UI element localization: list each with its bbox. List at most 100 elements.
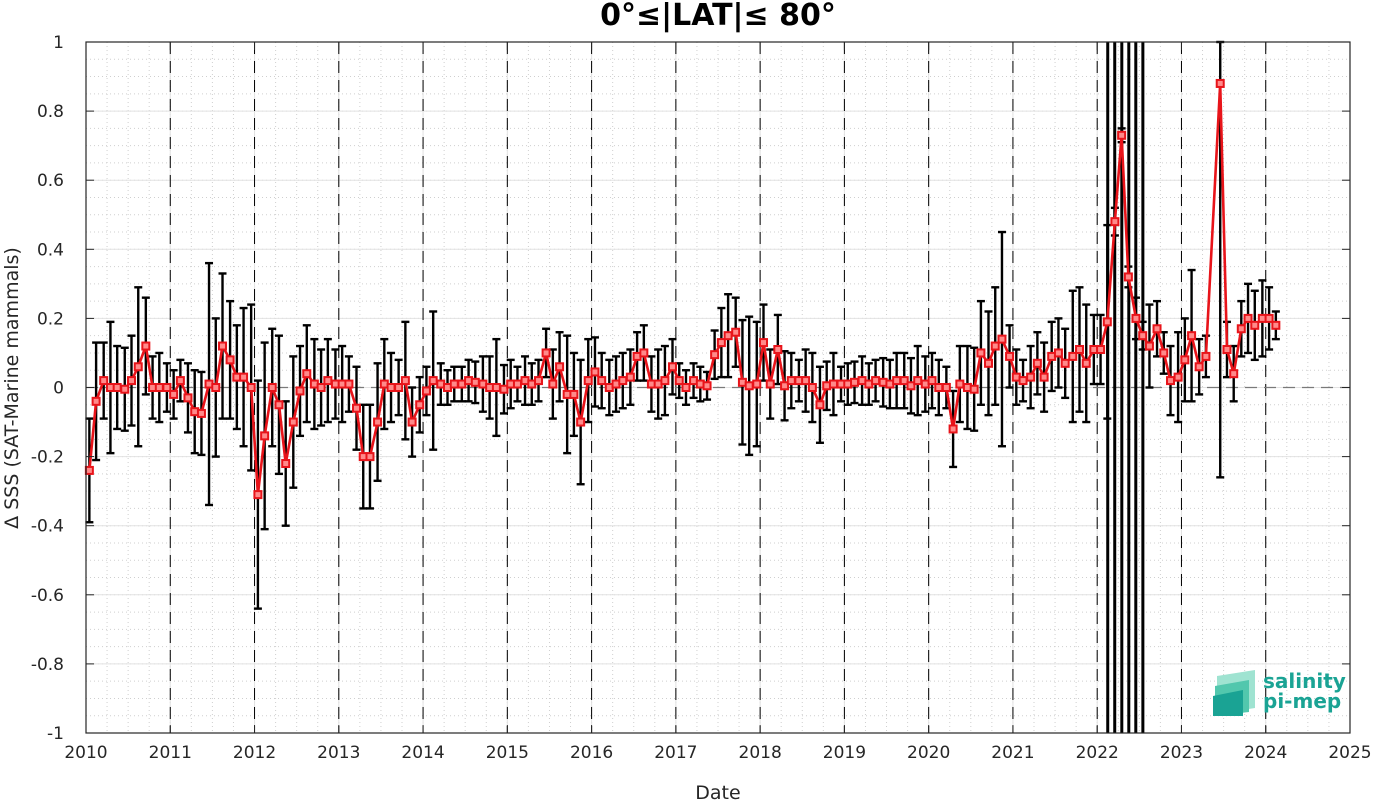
data-point-marker <box>997 334 1007 344</box>
x-tick-label: 2016 <box>570 743 613 763</box>
data-point-marker <box>625 372 635 382</box>
data-point-marker <box>731 327 741 337</box>
data-point-marker <box>850 377 860 387</box>
y-tick-label: 0.2 <box>37 309 64 329</box>
data-point-marker <box>1222 344 1232 354</box>
data-point-marker <box>274 400 284 410</box>
y-tick-label: -0.4 <box>31 517 64 537</box>
data-point-marker <box>1053 348 1063 358</box>
data-point-marker <box>1110 217 1120 227</box>
x-tick-label: 2011 <box>149 743 192 763</box>
data-point-marker <box>1187 331 1197 341</box>
data-point-marker <box>1123 272 1133 282</box>
axes-layer: 2010 2011 2012 2013 2014 2015 2016 2017 2018 2019… <box>31 33 1372 763</box>
x-tick-label: 2021 <box>991 743 1034 763</box>
data-point-marker <box>660 376 670 386</box>
data-point-marker <box>295 386 305 396</box>
data-point-marker <box>1250 320 1260 330</box>
data-point-marker <box>1102 317 1112 327</box>
data-point-marker <box>983 358 993 368</box>
y-tick-label: 0.4 <box>37 240 64 260</box>
x-tick-label: 2022 <box>1076 743 1119 763</box>
data-point-marker <box>428 376 438 386</box>
data-point-marker <box>1173 372 1183 382</box>
x-tick-label: 2019 <box>823 743 866 763</box>
x-tick-label: 2018 <box>739 743 782 763</box>
data-point-marker <box>1159 348 1169 358</box>
data-point-marker <box>1194 362 1204 372</box>
data-point-marker <box>415 400 425 410</box>
data-point-marker <box>91 396 101 406</box>
data-point-marker <box>218 341 228 351</box>
data-point-marker <box>1081 358 1091 368</box>
data-point-marker <box>512 379 522 389</box>
data-point-marker <box>175 376 185 386</box>
data-point-marker <box>1131 313 1141 323</box>
x-tick-label: 2024 <box>1244 743 1287 763</box>
logo-line2: pi-mep <box>1263 689 1341 713</box>
data-point-marker <box>976 348 986 358</box>
data-point-marker <box>1096 344 1106 354</box>
data-point-marker <box>394 383 404 392</box>
logo-mark-icon <box>1213 670 1255 716</box>
y-tick-label: -0.8 <box>31 655 64 675</box>
data-point-marker <box>927 376 937 386</box>
data-point-marker <box>84 465 94 475</box>
data-point-marker <box>555 362 565 372</box>
data-point-marker <box>955 379 965 389</box>
data-point-marker <box>1060 358 1070 368</box>
data-point-marker <box>1243 313 1253 323</box>
data-point-marker <box>133 362 143 372</box>
data-point-marker <box>906 381 916 391</box>
data-point-marker <box>1138 331 1148 341</box>
data-point-marker <box>583 376 593 386</box>
data-point-marker <box>674 376 684 386</box>
data-point-marker <box>1039 372 1049 382</box>
data-point-marker <box>183 393 193 403</box>
data-point-marker <box>373 417 383 427</box>
data-point-marker <box>1018 376 1028 386</box>
data-point-marker <box>541 348 551 358</box>
y-tick-label: -0.6 <box>31 586 64 606</box>
data-point-marker <box>899 376 909 386</box>
x-tick-label: 2023 <box>1160 743 1203 763</box>
data-point-marker <box>162 383 172 392</box>
data-point-marker <box>759 338 769 348</box>
data-point-marker <box>246 383 256 392</box>
data-point-marker <box>1180 355 1190 365</box>
data-point-marker <box>681 383 691 392</box>
data-point-marker <box>154 383 164 392</box>
data-point-marker <box>1229 369 1239 379</box>
x-tick-label: 2015 <box>486 743 529 763</box>
data-point-marker <box>871 376 881 386</box>
data-point-marker <box>1144 341 1154 351</box>
data-point-marker <box>744 381 754 391</box>
y-tick-label: 0.6 <box>37 171 64 191</box>
data-point-marker <box>400 376 410 386</box>
x-tick-label: 2020 <box>907 743 950 763</box>
data-point-marker <box>253 490 263 500</box>
y-tick-label: 0 <box>53 379 64 399</box>
x-tick-label: 2017 <box>654 743 697 763</box>
data-point-marker <box>351 403 361 413</box>
data-point-marker <box>801 376 811 386</box>
data-point-marker <box>260 431 270 441</box>
y-axis-label: Δ SSS (SAT-Marine mammals) <box>1 247 23 529</box>
data-point-marker <box>1236 324 1246 334</box>
data-point-marker <box>1068 351 1078 361</box>
data-point-marker <box>710 350 720 360</box>
logo-line1: salinity <box>1263 669 1346 693</box>
data-point-marker <box>281 459 291 469</box>
data-point-marker <box>449 379 459 389</box>
data-point-marker <box>316 383 326 392</box>
x-axis-label: Date <box>695 782 740 801</box>
reference-lines-layer <box>86 42 1350 733</box>
data-point-marker <box>773 344 783 354</box>
data-point-marker <box>499 384 509 394</box>
data-point-marker <box>780 381 790 391</box>
data-point-marker <box>892 376 902 386</box>
data-point-marker <box>239 372 249 382</box>
data-point-marker <box>716 338 726 348</box>
data-point-marker <box>1026 372 1036 382</box>
